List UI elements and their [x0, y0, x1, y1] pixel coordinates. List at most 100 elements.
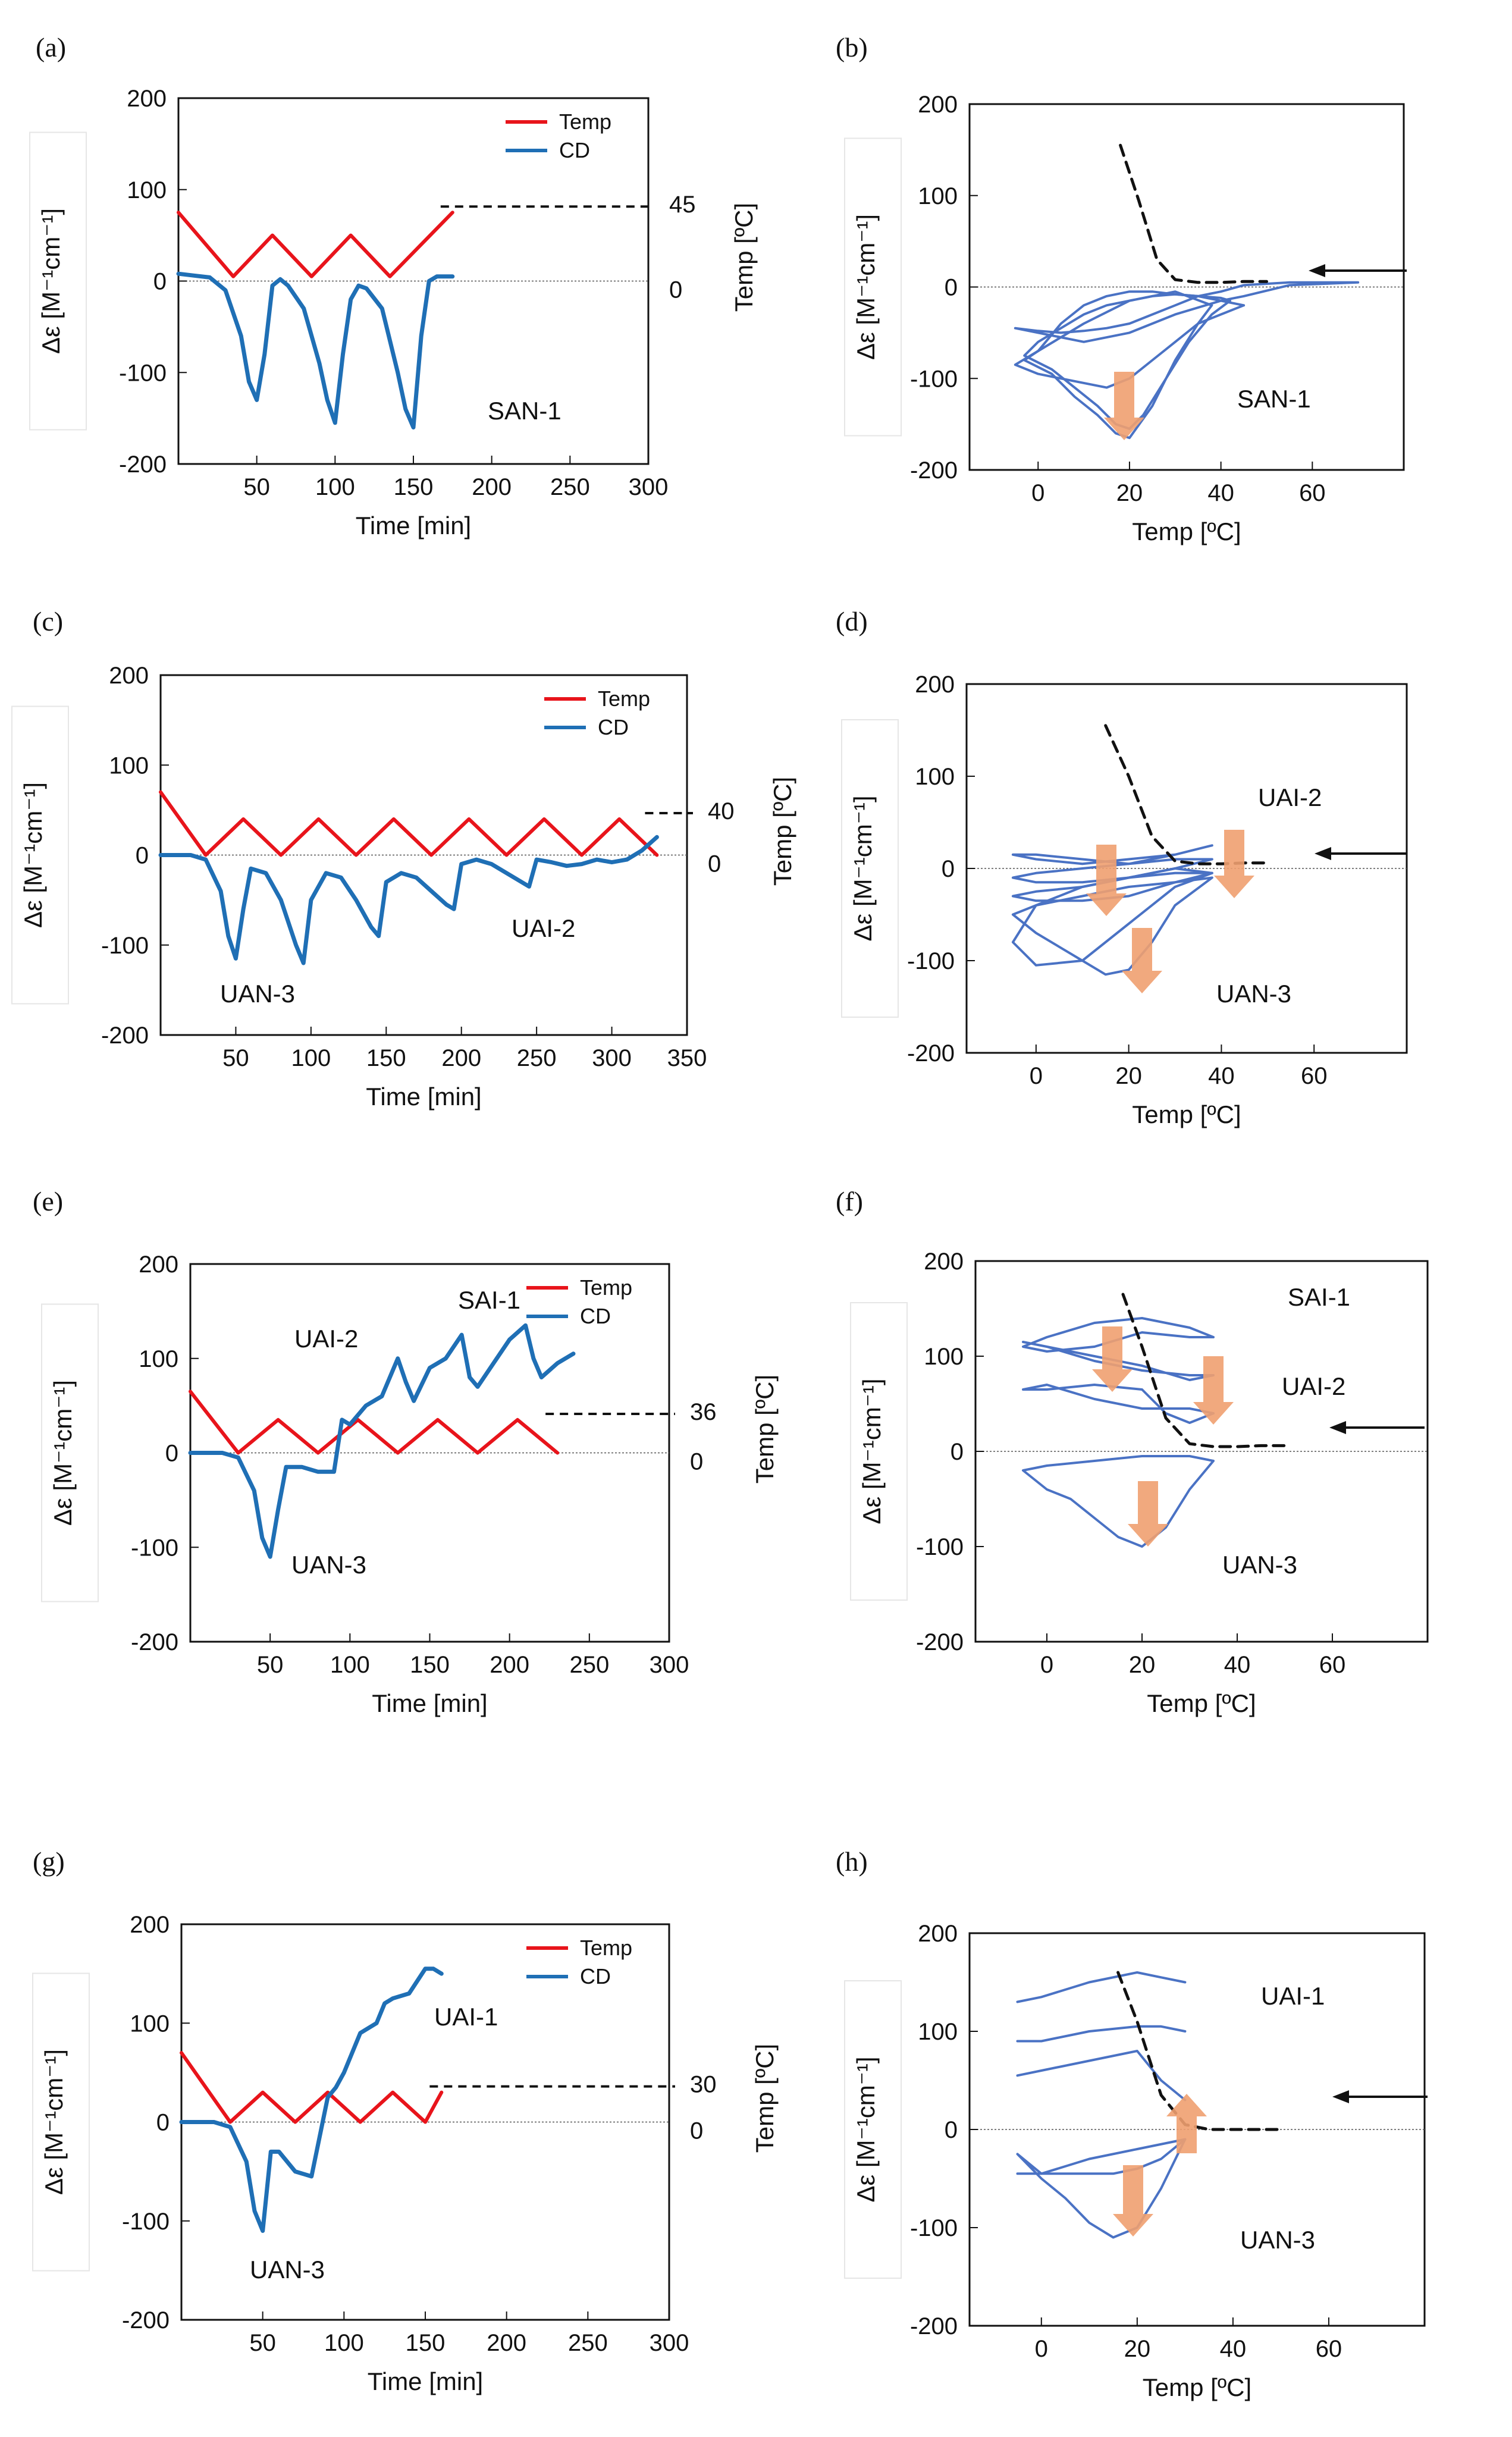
y-tick-label: -100 [119, 360, 167, 386]
temp-mark-max: 36 [690, 1399, 717, 1425]
panel-label: (c) [33, 606, 63, 636]
y-axis-title: Δε [M⁻¹cm⁻¹] [40, 2049, 68, 2195]
y2-axis-title: Temp [ºC] [751, 1375, 779, 1483]
y2-axis-title: Temp [ºC] [768, 777, 796, 886]
y-tick-label: 0 [156, 2110, 170, 2136]
temp-mark-zero: 0 [708, 851, 721, 877]
trend-arrow-shaft [1203, 1356, 1224, 1402]
x-tick-label: 300 [629, 474, 669, 500]
x-tick-label: 150 [410, 1652, 450, 1678]
y-tick-label: 100 [127, 177, 167, 203]
x-tick-label: 250 [550, 474, 590, 500]
y-tick-label: 0 [165, 1441, 178, 1467]
y-tick-label: -100 [131, 1535, 178, 1561]
y-axis-title: Δε [M⁻¹cm⁻¹] [37, 208, 65, 354]
y-tick-label: -200 [131, 1629, 178, 1655]
y-tick-label: -200 [907, 1040, 955, 1067]
trend-arrow-shaft [1224, 830, 1244, 876]
x-axis-title: Time [min] [368, 2367, 483, 2395]
y2-axis-title: Temp [ºC] [730, 203, 758, 312]
x-tick-label: 0 [1035, 2336, 1048, 2362]
x-axis-title: Temp [ºC] [1132, 1100, 1241, 1128]
y-tick-label: 200 [130, 1912, 170, 1938]
y-axis-title-box [11, 705, 69, 1005]
chart-panel-1: (a) 200 100 0 -100 -200 50 100 150 200 250 300 Time … [29, 32, 758, 540]
trend-arrow-head [1193, 1402, 1234, 1425]
annotation-label: UAI-1 [1261, 1982, 1325, 2010]
annotation-label: SAI-1 [458, 1286, 520, 1314]
legend-label-cd: CD [580, 1304, 611, 1328]
panel-label: (g) [33, 1846, 65, 1877]
temp-mark-zero: 0 [690, 1449, 703, 1475]
trend-arrow-head [1214, 876, 1254, 898]
y-tick-label: -200 [119, 451, 167, 478]
y-tick-label: 100 [915, 764, 955, 790]
y-tick-label: 0 [951, 1439, 964, 1465]
x-tick-label: 150 [366, 1045, 406, 1071]
panel-label: (a) [36, 32, 66, 62]
series-line-l5 [1011, 844, 1213, 865]
trend-arrow-shaft [1123, 2165, 1143, 2214]
y-axis-title-box [29, 131, 87, 431]
panel-label: (f) [836, 1186, 863, 1216]
series-line-p1 [1016, 2050, 1187, 2102]
trend-arrow-head [1128, 1524, 1168, 1547]
x-tick-label: 100 [324, 2330, 364, 2356]
y-tick-label: -100 [910, 2215, 958, 2241]
x-tick-label: 60 [1299, 480, 1326, 506]
annotation-label: SAN-1 [488, 397, 561, 425]
annotation-label: UAN-3 [1216, 980, 1291, 1008]
y-tick-label: 200 [918, 1921, 958, 1947]
y-tick-label: 100 [130, 2011, 170, 2037]
annotation-label: SAI-1 [1288, 1283, 1350, 1311]
y-tick-label: -200 [910, 457, 958, 484]
y-tick-label: -100 [907, 948, 955, 974]
series-line-sigmoid [1119, 143, 1268, 284]
trend-arrow-shaft [1114, 372, 1134, 418]
y-tick-label: -100 [910, 366, 958, 392]
chart-panel-4: (d) 200 100 0 -100 -200 0 20 40 60 Temp [ºC] Δε [M⁻… [836, 606, 1408, 1128]
series-line-cd [188, 1323, 576, 1559]
y-axis-title: Δε [M⁻¹cm⁻¹] [49, 1380, 77, 1526]
panel-label: (b) [836, 32, 868, 62]
series-line-p1 [1022, 1384, 1215, 1424]
x-tick-label: 200 [490, 1652, 529, 1678]
x-tick-label: 60 [1301, 1063, 1328, 1089]
x-tick-label: 150 [394, 474, 434, 500]
legend-label-cd: CD [559, 138, 590, 162]
x-tick-label: 350 [667, 1045, 707, 1071]
annotation-label: UAN-3 [1222, 1551, 1297, 1579]
y-tick-label: 200 [127, 86, 167, 112]
annotation-label: UAN-3 [291, 1551, 366, 1579]
x-tick-label: 50 [222, 1045, 249, 1071]
y-axis-title: Δε [M⁻¹cm⁻¹] [858, 1378, 886, 1524]
x-tick-label: 300 [592, 1045, 632, 1071]
series-line-sigmoid [1116, 1971, 1282, 2131]
scan-direction-arrow-head [1309, 264, 1325, 277]
trend-arrow-head [1166, 2094, 1207, 2116]
annotation-label: UAN-3 [250, 2256, 325, 2284]
series-line-loop4 [1023, 290, 1213, 440]
legend-label-cd: CD [580, 1964, 611, 1989]
y-tick-label: 0 [136, 843, 149, 869]
temp-mark-max: 30 [690, 2072, 717, 2098]
series-line-temp [180, 2051, 444, 2124]
x-axis-title: Temp [ºC] [1132, 517, 1241, 545]
x-tick-label: 40 [1207, 480, 1234, 506]
trend-arrow-head [1104, 418, 1144, 440]
trend-arrow-shaft [1132, 928, 1152, 971]
x-tick-label: 100 [330, 1652, 370, 1678]
scan-direction-arrow-head [1329, 1421, 1346, 1434]
x-tick-label: 40 [1220, 2336, 1247, 2362]
x-tick-label: 50 [243, 474, 270, 500]
series-line-n1 [1022, 1455, 1215, 1548]
y-tick-label: -200 [910, 2313, 958, 2339]
x-tick-label: 60 [1316, 2336, 1342, 2362]
series-line-sigmoid [1121, 1293, 1287, 1448]
x-axis-title: Time [min] [356, 512, 471, 540]
panel-label: (h) [836, 1846, 868, 1877]
y-axis-title: Δε [M⁻¹cm⁻¹] [852, 214, 880, 360]
y-tick-label: -100 [122, 2209, 170, 2235]
trend-arrow-head [1122, 971, 1162, 993]
